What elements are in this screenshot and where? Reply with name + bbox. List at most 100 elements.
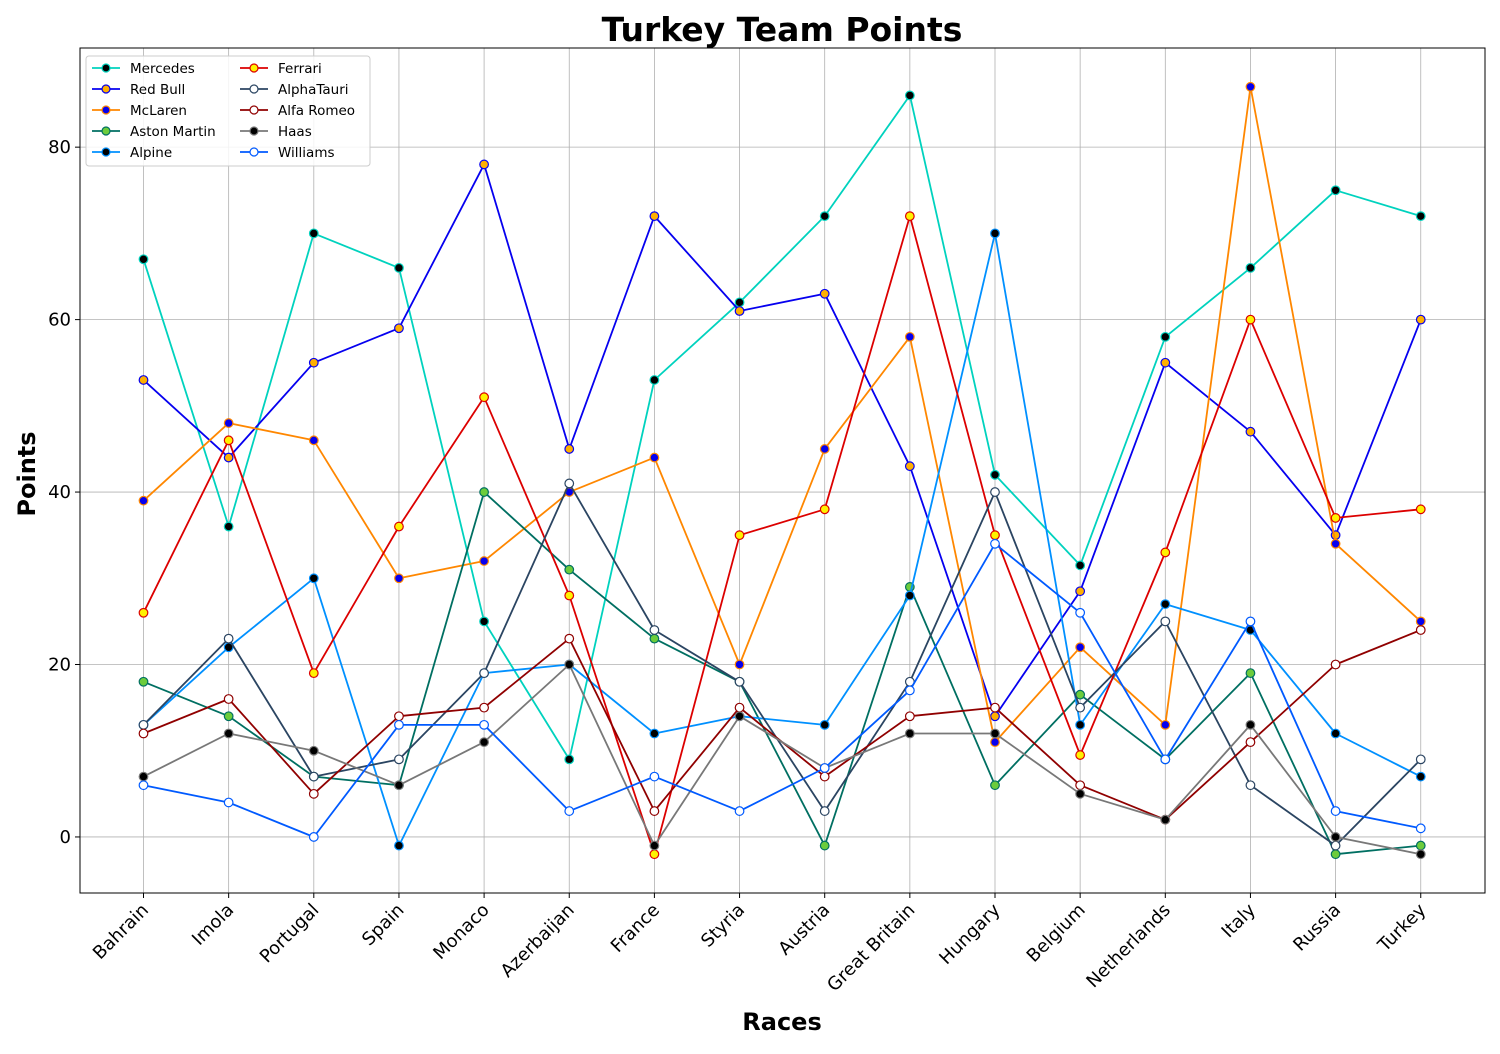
data-point-alphatauri (734, 676, 745, 687)
data-point-alfa-romeo (308, 788, 319, 799)
data-point-mclaren (308, 435, 319, 446)
legend-label-mclaren: McLaren (130, 103, 187, 119)
y-tick-label: 0 (60, 827, 71, 848)
data-point-haas (990, 728, 1000, 739)
data-point-mclaren (1245, 81, 1256, 92)
data-point-haas (308, 745, 319, 756)
y-tick-label: 20 (48, 655, 71, 676)
data-point-alpine (990, 228, 1000, 239)
data-point-aston-martin (223, 711, 234, 722)
data-point-ferrari (479, 392, 490, 403)
data-point-alfa-romeo (564, 633, 575, 644)
data-point-alphatauri (138, 719, 149, 730)
data-point-williams (904, 685, 915, 696)
series-layer (138, 81, 1426, 860)
data-point-haas (1415, 849, 1426, 860)
data-point-alphatauri (223, 633, 234, 644)
series-line-alpine (142, 232, 1422, 847)
data-point-alfa-romeo (1415, 625, 1426, 635)
series-line-ferrari (142, 215, 1421, 856)
data-point-alphatauri (1415, 754, 1426, 765)
series-line-haas (143, 663, 1421, 856)
data-point-aston-martin (1415, 840, 1426, 851)
data-point-alfa-romeo (479, 702, 490, 713)
legend-swatch-marker-ferrari (249, 63, 259, 73)
series-line-red-bull (142, 163, 1422, 718)
data-point-haas (1075, 788, 1086, 799)
data-point-alfa-romeo (904, 711, 915, 722)
data-point-ferrari (904, 211, 915, 222)
data-point-red-bull (649, 211, 660, 222)
data-point-ferrari (394, 521, 404, 532)
data-point-haas (734, 711, 745, 722)
data-point-alpine (394, 840, 404, 851)
data-point-williams (734, 806, 745, 816)
data-point-red-bull (1415, 314, 1426, 325)
data-point-williams (308, 832, 319, 842)
legend-label-alphatauri: AlphaTauri (278, 82, 349, 98)
data-point-red-bull (734, 306, 745, 316)
legend-label-ferrari: Ferrari (278, 61, 322, 77)
data-point-red-bull (1075, 586, 1086, 597)
y-tick-label: 60 (48, 310, 71, 331)
data-point-alfa-romeo (1075, 780, 1086, 791)
data-point-red-bull (138, 375, 149, 385)
data-point-red-bull (394, 323, 404, 334)
y-tick-label: 40 (48, 482, 71, 503)
data-point-mclaren (1160, 719, 1171, 730)
data-point-mclaren (1330, 538, 1341, 549)
legend-swatch-marker-mercedes (101, 63, 111, 73)
data-point-alfa-romeo (1245, 737, 1256, 748)
legend-swatch-marker-williams (249, 147, 259, 157)
data-point-mercedes (1075, 560, 1086, 571)
series-line-mclaren (142, 85, 1422, 743)
legend-label-haas: Haas (278, 124, 312, 140)
data-point-red-bull (564, 444, 575, 454)
data-point-alfa-romeo (223, 694, 234, 704)
legend-swatch-marker-alpine (101, 147, 111, 157)
data-point-mercedes (138, 254, 149, 265)
legend-box (85, 55, 371, 167)
plot-area-frame (79, 47, 1486, 894)
data-point-mclaren (1075, 642, 1086, 653)
legend-label-alfa-romeo: Alfa Romeo (278, 103, 355, 119)
data-point-alphatauri (479, 668, 490, 679)
data-point-alphatauri (394, 754, 404, 765)
data-point-williams (1415, 823, 1426, 834)
data-point-williams (479, 719, 490, 730)
data-point-mercedes (649, 375, 660, 385)
data-point-red-bull (904, 461, 915, 472)
data-point-red-bull (479, 159, 490, 170)
data-point-alphatauri (990, 487, 1000, 497)
data-point-williams (223, 797, 234, 808)
data-point-williams (649, 771, 660, 782)
data-point-mercedes (564, 754, 575, 765)
data-point-red-bull (819, 288, 830, 299)
data-point-mclaren (1415, 616, 1426, 627)
data-point-mercedes (308, 228, 319, 239)
data-point-williams (138, 780, 149, 791)
data-point-haas (1245, 719, 1256, 730)
data-point-alpine (649, 728, 660, 739)
data-point-haas (1330, 832, 1341, 842)
chart-title: Turkey Team Points (602, 10, 963, 49)
data-point-red-bull (1245, 426, 1256, 437)
data-point-alpine (1160, 599, 1171, 610)
data-point-mercedes (990, 469, 1000, 480)
data-point-williams (564, 806, 575, 816)
data-point-aston-martin (990, 780, 1000, 791)
data-point-aston-martin (564, 564, 575, 575)
data-point-alfa-romeo (394, 711, 404, 722)
data-point-mclaren (223, 418, 234, 428)
data-point-mclaren (649, 452, 660, 463)
y-tick-label: 80 (48, 137, 71, 158)
series-line-williams (143, 542, 1421, 838)
data-point-alphatauri (564, 478, 575, 489)
data-point-red-bull (1160, 357, 1171, 368)
data-point-red-bull (990, 711, 1000, 722)
data-point-mercedes (1245, 262, 1256, 273)
data-point-ferrari (734, 530, 745, 541)
data-point-alpine (1075, 719, 1086, 730)
